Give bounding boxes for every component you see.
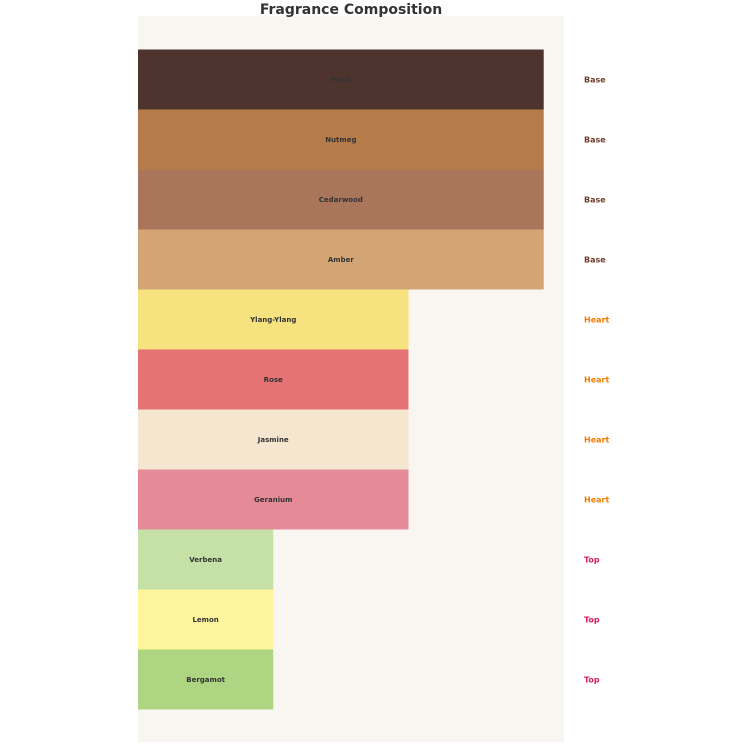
bar-label-rose: Rose: [264, 376, 283, 384]
tier-label-verbena: Top: [584, 556, 600, 565]
bar-ylang-ylang: [138, 289, 409, 350]
bar-labels-group: Musk Nutmeg Cedarwood Amber Ylang-Ylang Rose J…: [186, 76, 363, 684]
bar-label-jasmine: Jasmine: [257, 436, 289, 444]
tier-label-rose: Heart: [584, 376, 609, 385]
tier-label-ylang-ylang: Heart: [584, 316, 609, 325]
tier-label-lemon: Top: [584, 616, 600, 625]
bar-verbena: [138, 529, 274, 590]
chart-title: Fragrance Composition: [260, 2, 442, 18]
bar-geranium: [138, 469, 409, 530]
bar-cedarwood: [138, 169, 544, 230]
tier-label-jasmine: Heart: [584, 436, 609, 445]
bar-jasmine: [138, 409, 409, 470]
bar-label-geranium: Geranium: [254, 496, 292, 504]
bar-label-nutmeg: Nutmeg: [325, 136, 356, 144]
bar-lemon: [138, 589, 274, 650]
bar-label-verbena: Verbena: [189, 556, 222, 564]
tier-label-nutmeg: Base: [584, 136, 606, 145]
tier-label-musk: Base: [584, 76, 606, 85]
tier-label-amber: Base: [584, 256, 606, 265]
bar-label-lemon: Lemon: [192, 616, 218, 624]
tier-label-geranium: Heart: [584, 496, 609, 505]
bar-label-cedarwood: Cedarwood: [319, 196, 363, 204]
tier-label-bergamot: Top: [584, 676, 600, 685]
bar-bergamot: [138, 649, 274, 710]
bar-label-ylang-ylang: Ylang-Ylang: [249, 316, 296, 324]
tier-label-cedarwood: Base: [584, 196, 606, 205]
bar-label-bergamot: Bergamot: [186, 676, 225, 684]
bar-label-amber: Amber: [328, 256, 354, 264]
tier-labels-group: Base Base Base Base Heart Heart Heart Heart Top T…: [584, 76, 609, 685]
bar-nutmeg: [138, 109, 544, 170]
bars-group: [138, 49, 544, 710]
bar-musk: [138, 49, 544, 110]
bar-amber: [138, 229, 544, 290]
bar-rose: [138, 349, 409, 410]
bar-label-musk: Musk: [330, 76, 351, 84]
